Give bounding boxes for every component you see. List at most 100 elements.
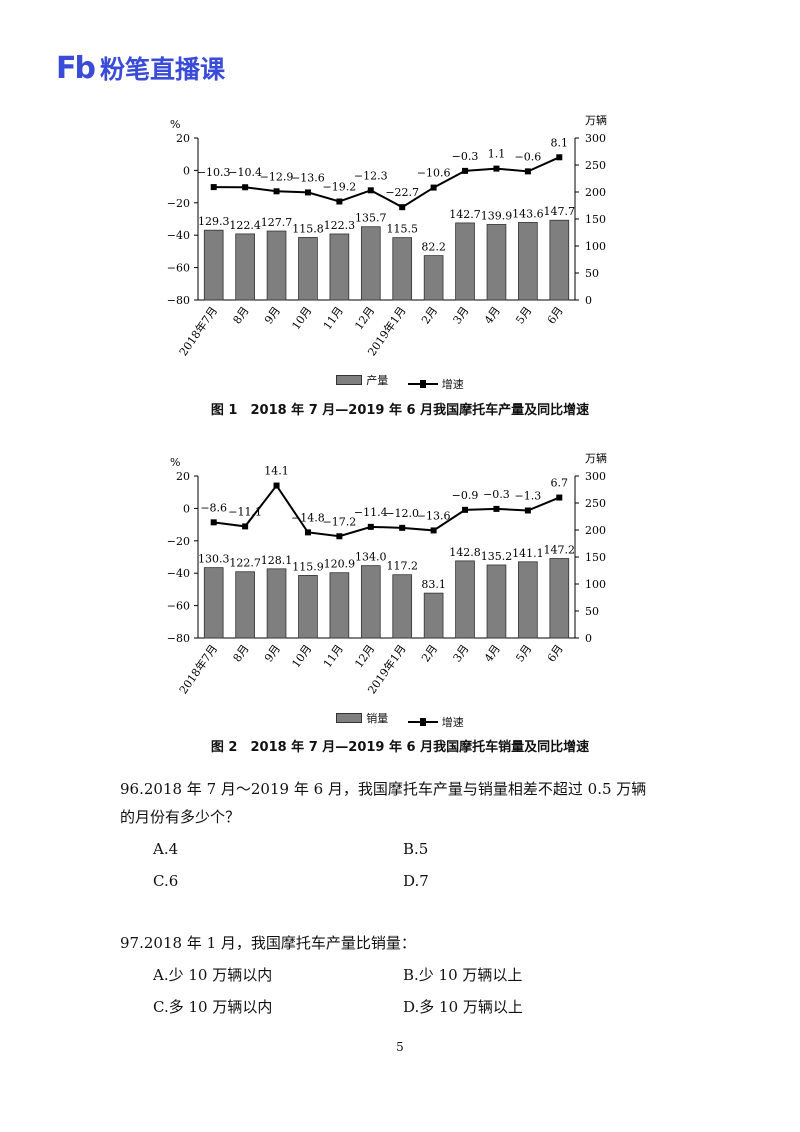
growth-point	[462, 167, 469, 174]
right-tick-label: 250	[585, 159, 606, 172]
legend-item-line: 增速	[407, 714, 464, 730]
logo: Fb 粉笔直播课	[56, 50, 225, 86]
bar-label: 122.7	[229, 557, 261, 570]
question-97-stem: 97.2018 年 1 月，我国摩托车产量比销量：	[120, 934, 416, 952]
bar-label: 142.7	[449, 208, 481, 221]
legend-item-line: 增速	[407, 376, 464, 392]
growth-label: 14.1	[264, 465, 289, 478]
bar	[266, 568, 287, 639]
chart-sales: % 万辆200−20−40−60−80300250200150100500130.…	[167, 451, 607, 696]
growth-point	[493, 505, 500, 512]
bar-label: 134.0	[355, 551, 387, 564]
bar-label: 142.8	[449, 546, 481, 559]
left-tick-label: 20	[176, 132, 190, 145]
growth-point	[273, 482, 280, 489]
bar-label: 143.6	[512, 207, 544, 220]
bar	[360, 565, 381, 639]
category-label: 6月	[545, 642, 566, 664]
bar	[486, 224, 507, 301]
question-96-option-c: C.6	[153, 872, 179, 890]
growth-label: −0.9	[452, 489, 479, 502]
right-axis-unit: 万辆	[585, 451, 607, 465]
category-label: 2月	[419, 642, 440, 664]
growth-label: −13.6	[417, 509, 451, 522]
growth-label: −11.1	[228, 505, 262, 518]
bar-label: 115.8	[292, 222, 324, 235]
growth-label: −0.6	[515, 150, 542, 163]
right-tick-label: 100	[585, 578, 606, 591]
right-axis-unit: 万辆	[585, 113, 607, 127]
growth-point	[242, 523, 249, 530]
growth-label: −19.2	[323, 181, 357, 194]
category-label: 3月	[451, 642, 472, 664]
growth-point	[462, 506, 469, 513]
growth-label: −14.8	[291, 511, 325, 524]
category-label: 10月	[289, 304, 314, 332]
chart-production: % 万辆200−20−40−60−80300250200150100500129.…	[167, 113, 607, 358]
left-tick-label: −60	[167, 262, 190, 275]
right-tick-label: 200	[585, 186, 606, 199]
right-tick-label: 150	[585, 551, 606, 564]
category-label: 9月	[262, 642, 283, 664]
bar	[392, 574, 413, 639]
growth-point	[556, 154, 563, 161]
chart-caption-1: 图 1 2018 年 7 月—2019 年 6 月我国摩托车产量及同比增速	[210, 403, 590, 418]
legend-item-bar: 产量	[336, 372, 388, 388]
bar	[518, 561, 538, 639]
question-97-option-a: A.少 10 万辆以内	[153, 966, 273, 984]
bar-label: 82.2	[421, 241, 446, 254]
left-tick-label: 20	[176, 470, 190, 483]
category-label: 3月	[451, 304, 472, 326]
bar	[329, 572, 350, 639]
growth-label: 1.1	[488, 148, 506, 161]
bar-label: 115.9	[292, 560, 324, 573]
bar	[329, 233, 350, 301]
growth-label: −13.6	[291, 171, 325, 184]
logo-text: 粉笔直播课	[99, 55, 225, 84]
category-label: 11月	[321, 304, 346, 332]
right-tick-label: 100	[585, 240, 606, 253]
growth-label: 6.7	[551, 477, 569, 490]
legend-production: 产量 增速	[0, 372, 800, 392]
bar	[266, 230, 287, 301]
right-tick-label: 150	[585, 213, 606, 226]
bar-label: 122.3	[324, 219, 356, 232]
left-tick-label: −40	[167, 229, 190, 242]
bar-label: 135.2	[481, 550, 513, 563]
bar-label: 147.7	[544, 205, 576, 218]
question-96-option-a: A.4	[153, 840, 179, 858]
left-tick-label: 0	[183, 164, 190, 177]
left-axis-unit: %	[170, 118, 180, 131]
bar	[423, 592, 444, 639]
bar-label: 117.2	[386, 560, 418, 573]
question-96-option-d: D.7	[403, 872, 429, 890]
growth-point	[304, 189, 311, 196]
legend-bar-label: 销量	[366, 712, 389, 725]
left-tick-label: −20	[167, 197, 190, 210]
bar-label: 83.1	[421, 578, 446, 591]
left-axis-unit: %	[170, 456, 180, 469]
growth-line	[213, 156, 560, 209]
bar	[203, 229, 224, 301]
category-label: 8月	[231, 304, 252, 326]
bar-label: 130.3	[198, 553, 230, 566]
bar	[486, 564, 507, 639]
bar-label: 139.9	[481, 209, 513, 222]
bar	[549, 219, 570, 301]
category-label: 5月	[513, 642, 534, 664]
category-label: 6月	[545, 304, 566, 326]
growth-label: −10.4	[228, 166, 262, 179]
bar	[203, 567, 224, 639]
bar	[549, 558, 570, 639]
legend-item-bar: 销量	[336, 710, 388, 726]
category-label: 10月	[289, 642, 314, 670]
left-tick-label: −80	[167, 632, 190, 645]
growth-point	[304, 529, 311, 536]
right-tick-label: 0	[585, 632, 592, 645]
bar	[298, 237, 318, 301]
category-label: 11月	[321, 642, 346, 670]
category-label: 12月	[352, 642, 377, 670]
left-tick-label: −20	[167, 535, 190, 548]
growth-label: −11.4	[354, 506, 388, 519]
bar	[235, 233, 255, 301]
